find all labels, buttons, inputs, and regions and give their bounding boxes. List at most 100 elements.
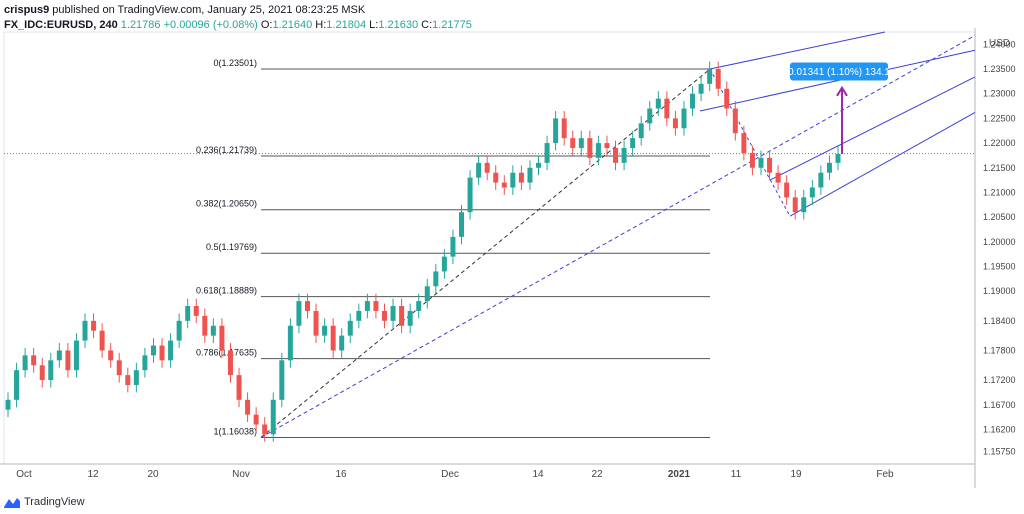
candle-body: [767, 157, 773, 173]
candle-body: [287, 325, 293, 361]
y-tick-label: 1.20000: [983, 237, 1016, 247]
candle-body: [690, 93, 696, 109]
last-price: 1.21786: [120, 19, 161, 31]
pitchfork-median-line: [260, 35, 976, 438]
candle-body: [792, 197, 798, 213]
x-tick-label: 11: [731, 469, 742, 480]
candle-body: [279, 360, 285, 400]
candle-body: [518, 172, 524, 183]
candle-body: [125, 375, 131, 386]
tradingview-logo-icon: [4, 498, 20, 508]
candle-body: [65, 350, 71, 371]
candle-body: [39, 365, 45, 381]
candle-body: [613, 148, 619, 163]
y-tick-label: 1.17800: [983, 345, 1016, 355]
close-value: 1.21775: [432, 19, 472, 31]
candle-body: [707, 69, 713, 84]
candle-body: [578, 138, 584, 149]
y-tick-label: 1.22500: [983, 113, 1016, 123]
candle-body: [698, 83, 704, 94]
trend-dashed-line: [260, 68, 711, 438]
candle-body: [339, 335, 345, 351]
candle-body: [604, 143, 610, 149]
candle-body: [536, 162, 542, 168]
close-label: C:: [421, 19, 433, 31]
currency-label: USD: [989, 38, 1010, 49]
candle-body: [150, 345, 156, 356]
candle-body: [356, 310, 362, 321]
plot-background: [3, 31, 976, 465]
x-tick-label: 12: [87, 469, 99, 480]
pitchfork-lower-inner-line: [769, 76, 976, 181]
candle-body: [202, 315, 208, 336]
candle-body: [561, 118, 567, 139]
candle-body: [176, 320, 182, 341]
fib-level-label: 0(1.23501): [213, 58, 257, 68]
chart-area[interactable]: USD 1.24000 1.23500 1.23000 1.22500 1.22000 1.…: [0, 28, 1024, 488]
candle-body: [484, 162, 490, 173]
candle-body: [749, 152, 755, 168]
brand-name[interactable]: TradingView: [24, 496, 85, 508]
x-tick-label: 20: [147, 469, 159, 480]
candle-body: [809, 187, 815, 198]
candle-body: [493, 172, 499, 183]
candle-body: [296, 301, 302, 326]
candle-body: [73, 340, 79, 371]
price-change: +0.00096 (+0.08%): [163, 19, 258, 31]
candle-body: [784, 182, 790, 198]
candle-body: [630, 138, 636, 149]
candle-body: [459, 212, 465, 237]
candle-body: [587, 138, 593, 158]
y-tick-label: 1.17200: [983, 375, 1016, 385]
candle-body: [595, 143, 601, 158]
x-tick-label: Dec: [441, 469, 459, 480]
x-tick-label: Feb: [876, 469, 894, 480]
candle-body: [364, 301, 370, 311]
candle-body: [236, 375, 242, 400]
candle-body: [501, 182, 507, 188]
fib-level-label: 0.618(1.18889): [196, 286, 257, 296]
y-tick-label: 1.23500: [983, 64, 1016, 74]
open-label: O:: [260, 19, 273, 31]
candle-body: [732, 108, 738, 134]
candle-body: [330, 325, 336, 351]
candle-body: [91, 320, 97, 331]
candle-body: [193, 306, 199, 316]
candle-body: [681, 108, 687, 129]
candle-body: [270, 399, 276, 435]
candle-body: [655, 98, 661, 109]
candle-body: [347, 320, 353, 336]
open-value: 1.21640: [272, 19, 313, 31]
candle-body: [304, 301, 310, 311]
candle-body: [210, 325, 216, 336]
candle-body: [775, 172, 781, 183]
candle-body: [818, 172, 824, 188]
pitchfork-upper-inner-line: [699, 49, 976, 112]
y-tick-label: 1.24000: [983, 39, 1016, 49]
footer: TradingView: [4, 494, 85, 510]
candle-body: [313, 310, 319, 336]
author-name[interactable]: crispus9: [4, 4, 50, 16]
fib-level-label: 0.236(1.21739): [196, 145, 257, 155]
y-tick-label: 1.16700: [983, 400, 1016, 410]
x-tick-label: 19: [790, 469, 802, 480]
x-tick-label: 16: [335, 469, 347, 480]
candle-body: [227, 350, 233, 376]
candle-body: [322, 325, 328, 336]
candle-body: [433, 271, 439, 287]
symbol-label[interactable]: FX_IDC:EURUSD, 240: [4, 19, 118, 31]
y-tick-label: 1.18400: [983, 316, 1016, 326]
pitchfork-upper-line: [709, 31, 886, 70]
candle-body: [801, 197, 807, 213]
fib-level-label: 0.382(1.20650): [196, 199, 257, 209]
y-tick-label: 1.22000: [983, 138, 1016, 148]
low-label: L:: [369, 19, 379, 31]
candle-body: [31, 355, 37, 366]
candle-body: [99, 330, 105, 351]
candle-body: [168, 340, 174, 361]
y-tick-label: 1.23000: [983, 89, 1016, 99]
x-tick-label: 22: [591, 469, 603, 480]
candle-body: [108, 350, 114, 361]
candle-body: [5, 399, 11, 410]
